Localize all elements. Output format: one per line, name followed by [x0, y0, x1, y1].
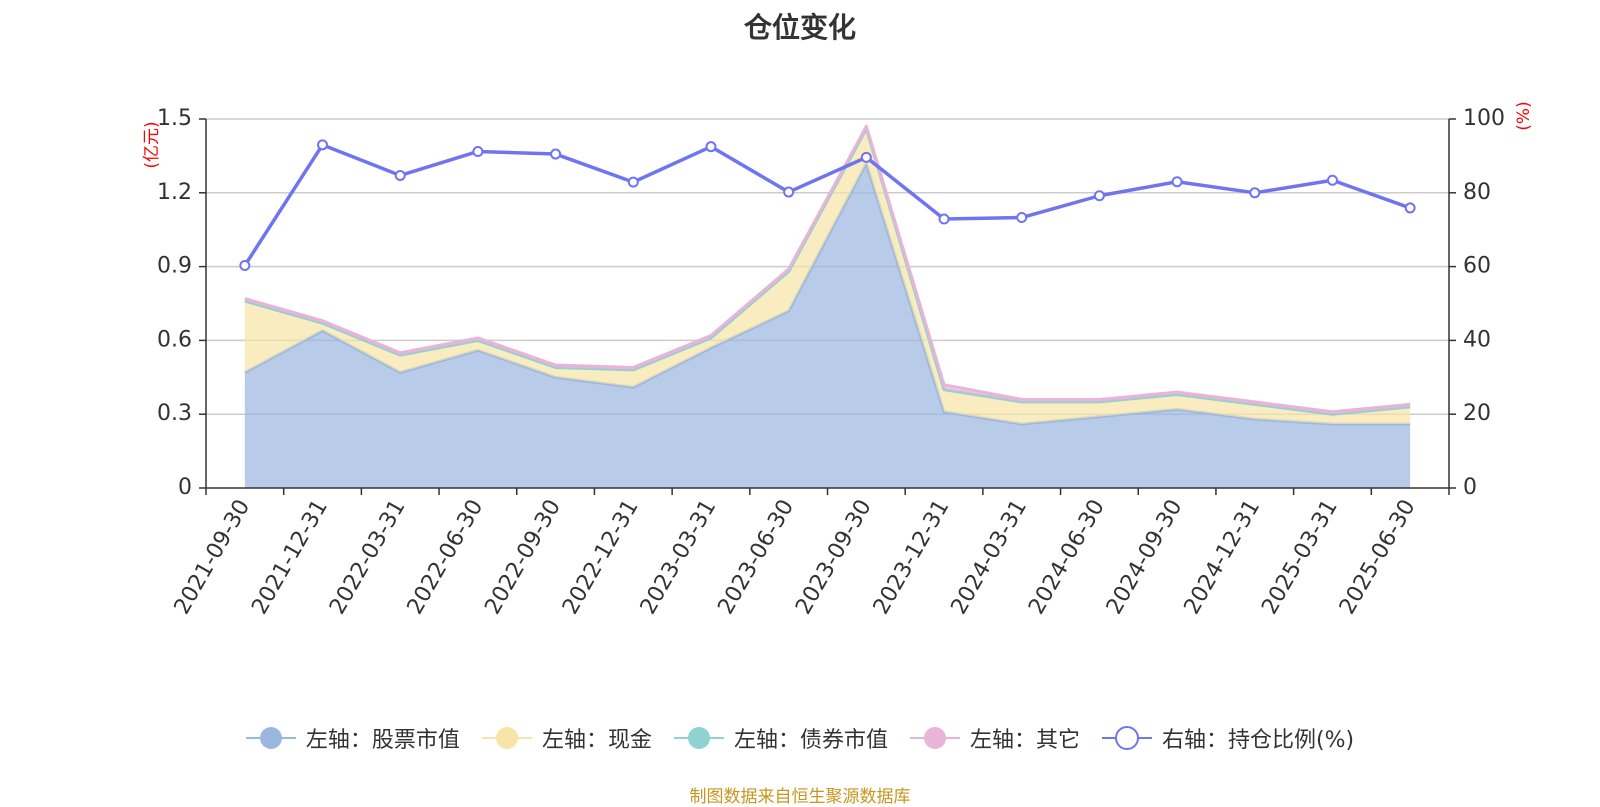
x-tick-label: 2021-09-30: [170, 496, 256, 619]
line-point: [1093, 190, 1105, 202]
left-tick-label: 0.6: [157, 327, 192, 352]
x-tick-label: 2022-06-30: [403, 496, 489, 619]
legend-label: 左轴：债券市值: [733, 728, 888, 753]
x-tick-label: 2024-03-31: [947, 496, 1033, 619]
x-tick-label: 2024-06-30: [1024, 496, 1110, 619]
line-point: [1249, 187, 1261, 199]
left-axis-unit: (亿元): [142, 121, 162, 168]
line-point: [705, 141, 717, 153]
right-tick-label: 80: [1463, 180, 1491, 205]
x-tick-label: 2022-09-30: [480, 496, 566, 619]
legend-swatch-dot: [687, 727, 710, 749]
x-tick-label: 2023-06-30: [713, 496, 799, 619]
x-tick-label: 2022-12-31: [558, 496, 644, 619]
legend-label: 右轴：持仓比例(%): [1161, 728, 1355, 753]
line-point: [1171, 176, 1183, 188]
line-point: [1016, 212, 1028, 224]
right-axis-unit: (%): [1514, 101, 1534, 130]
legend-swatch-dot: [495, 727, 518, 749]
right-tick-label: 100: [1463, 106, 1505, 131]
line-point: [1326, 174, 1338, 186]
line-point: [783, 186, 795, 198]
line-series: [239, 139, 1416, 271]
x-tick-label: 2023-09-30: [791, 496, 877, 619]
left-tick-label: 1.2: [157, 180, 192, 205]
legend-area-icon: [909, 727, 960, 749]
line-point: [550, 148, 562, 160]
legend-swatch-dot: [259, 727, 282, 749]
legend-item[interactable]: 左轴：债券市值: [673, 722, 888, 754]
area-左轴：股票市值: [244, 163, 1411, 488]
legend-area-icon: [481, 727, 532, 749]
legend-label: 左轴：现金: [541, 728, 652, 753]
right-tick-label: 40: [1463, 327, 1491, 352]
left-tick-label: 1.5: [157, 106, 192, 131]
line-point: [860, 151, 872, 163]
left-tick-label: 0: [178, 475, 192, 500]
line-右轴：持仓比例(%): [243, 143, 1411, 267]
legend: 左轴：股票市值 左轴：现金 左轴：债券市值 左轴：其它 右轴：持仓比例(%): [0, 722, 1600, 754]
x-tick-label: 2025-03-31: [1257, 496, 1343, 619]
x-tick-label: 2025-06-30: [1335, 496, 1421, 619]
x-tick-label: 2024-09-30: [1102, 496, 1188, 619]
legend-line-icon: [1101, 726, 1152, 750]
legend-label: 左轴：股票市值: [305, 728, 460, 753]
legend-item[interactable]: 左轴：其它: [909, 722, 1080, 754]
line-point: [627, 176, 639, 188]
x-tick-label: 2024-12-31: [1180, 496, 1266, 619]
legend-item[interactable]: 左轴：股票市值: [245, 722, 460, 754]
right-tick-label: 20: [1463, 401, 1491, 426]
legend-item[interactable]: 右轴：持仓比例(%): [1101, 722, 1355, 754]
x-tick-label: 2023-12-31: [869, 496, 955, 619]
x-tick-label: 2023-03-31: [636, 496, 722, 619]
line-point: [472, 145, 484, 157]
left-tick-label: 0.3: [157, 401, 192, 426]
line-point: [1404, 202, 1416, 214]
source-note: 制图数据来自恒生聚源数据库: [689, 787, 911, 807]
x-tick-label: 2021-12-31: [247, 496, 333, 619]
legend-label: 左轴：其它: [969, 728, 1080, 753]
legend-area-icon: [245, 727, 296, 749]
legend-item[interactable]: 左轴：现金: [481, 722, 652, 754]
area-edge-左轴：其它: [244, 124, 1411, 414]
chart-title: 仓位变化: [743, 11, 856, 44]
legend-swatch-dot: [923, 727, 946, 749]
x-tick-label: 2022-03-31: [325, 496, 411, 619]
legend-swatch-dot: [1114, 726, 1139, 750]
left-tick-label: 0.9: [157, 254, 192, 279]
right-tick-label: 0: [1463, 475, 1477, 500]
line-point: [239, 259, 251, 271]
right-tick-label: 60: [1463, 254, 1491, 279]
legend-area-icon: [673, 727, 724, 749]
line-point: [317, 139, 329, 151]
line-point: [394, 169, 406, 181]
area-series: [244, 124, 1411, 488]
line-point: [938, 213, 950, 225]
